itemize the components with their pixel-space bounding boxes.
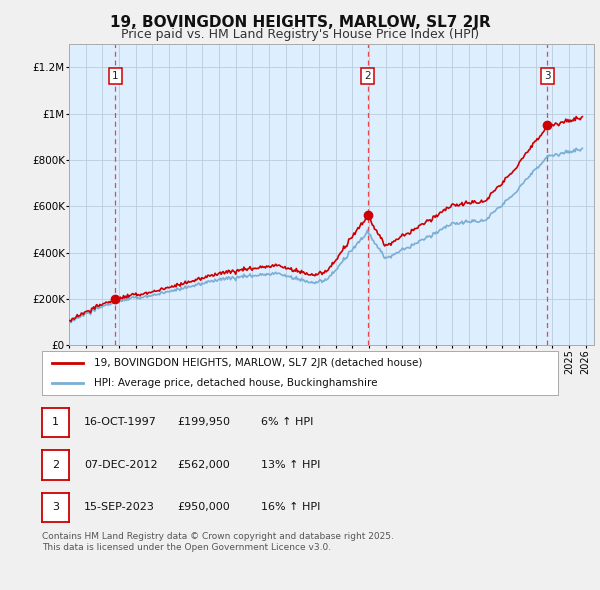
- Text: £562,000: £562,000: [177, 460, 230, 470]
- Text: £199,950: £199,950: [177, 418, 230, 427]
- Text: £950,000: £950,000: [177, 503, 230, 512]
- Text: 3: 3: [544, 71, 551, 81]
- Text: 07-DEC-2012: 07-DEC-2012: [84, 460, 158, 470]
- Text: 2: 2: [364, 71, 371, 81]
- Text: 1: 1: [112, 71, 119, 81]
- Text: HPI: Average price, detached house, Buckinghamshire: HPI: Average price, detached house, Buck…: [94, 378, 377, 388]
- Text: 13% ↑ HPI: 13% ↑ HPI: [261, 460, 320, 470]
- Text: Price paid vs. HM Land Registry's House Price Index (HPI): Price paid vs. HM Land Registry's House …: [121, 28, 479, 41]
- Text: 19, BOVINGDON HEIGHTS, MARLOW, SL7 2JR (detached house): 19, BOVINGDON HEIGHTS, MARLOW, SL7 2JR (…: [94, 358, 422, 368]
- Text: 2: 2: [52, 460, 59, 470]
- Text: 19, BOVINGDON HEIGHTS, MARLOW, SL7 2JR: 19, BOVINGDON HEIGHTS, MARLOW, SL7 2JR: [110, 15, 490, 30]
- Text: 16% ↑ HPI: 16% ↑ HPI: [261, 503, 320, 512]
- Text: 6% ↑ HPI: 6% ↑ HPI: [261, 418, 313, 427]
- Text: 16-OCT-1997: 16-OCT-1997: [84, 418, 157, 427]
- Text: 15-SEP-2023: 15-SEP-2023: [84, 503, 155, 512]
- Text: 3: 3: [52, 503, 59, 512]
- Text: Contains HM Land Registry data © Crown copyright and database right 2025.
This d: Contains HM Land Registry data © Crown c…: [42, 532, 394, 552]
- Text: 1: 1: [52, 418, 59, 427]
